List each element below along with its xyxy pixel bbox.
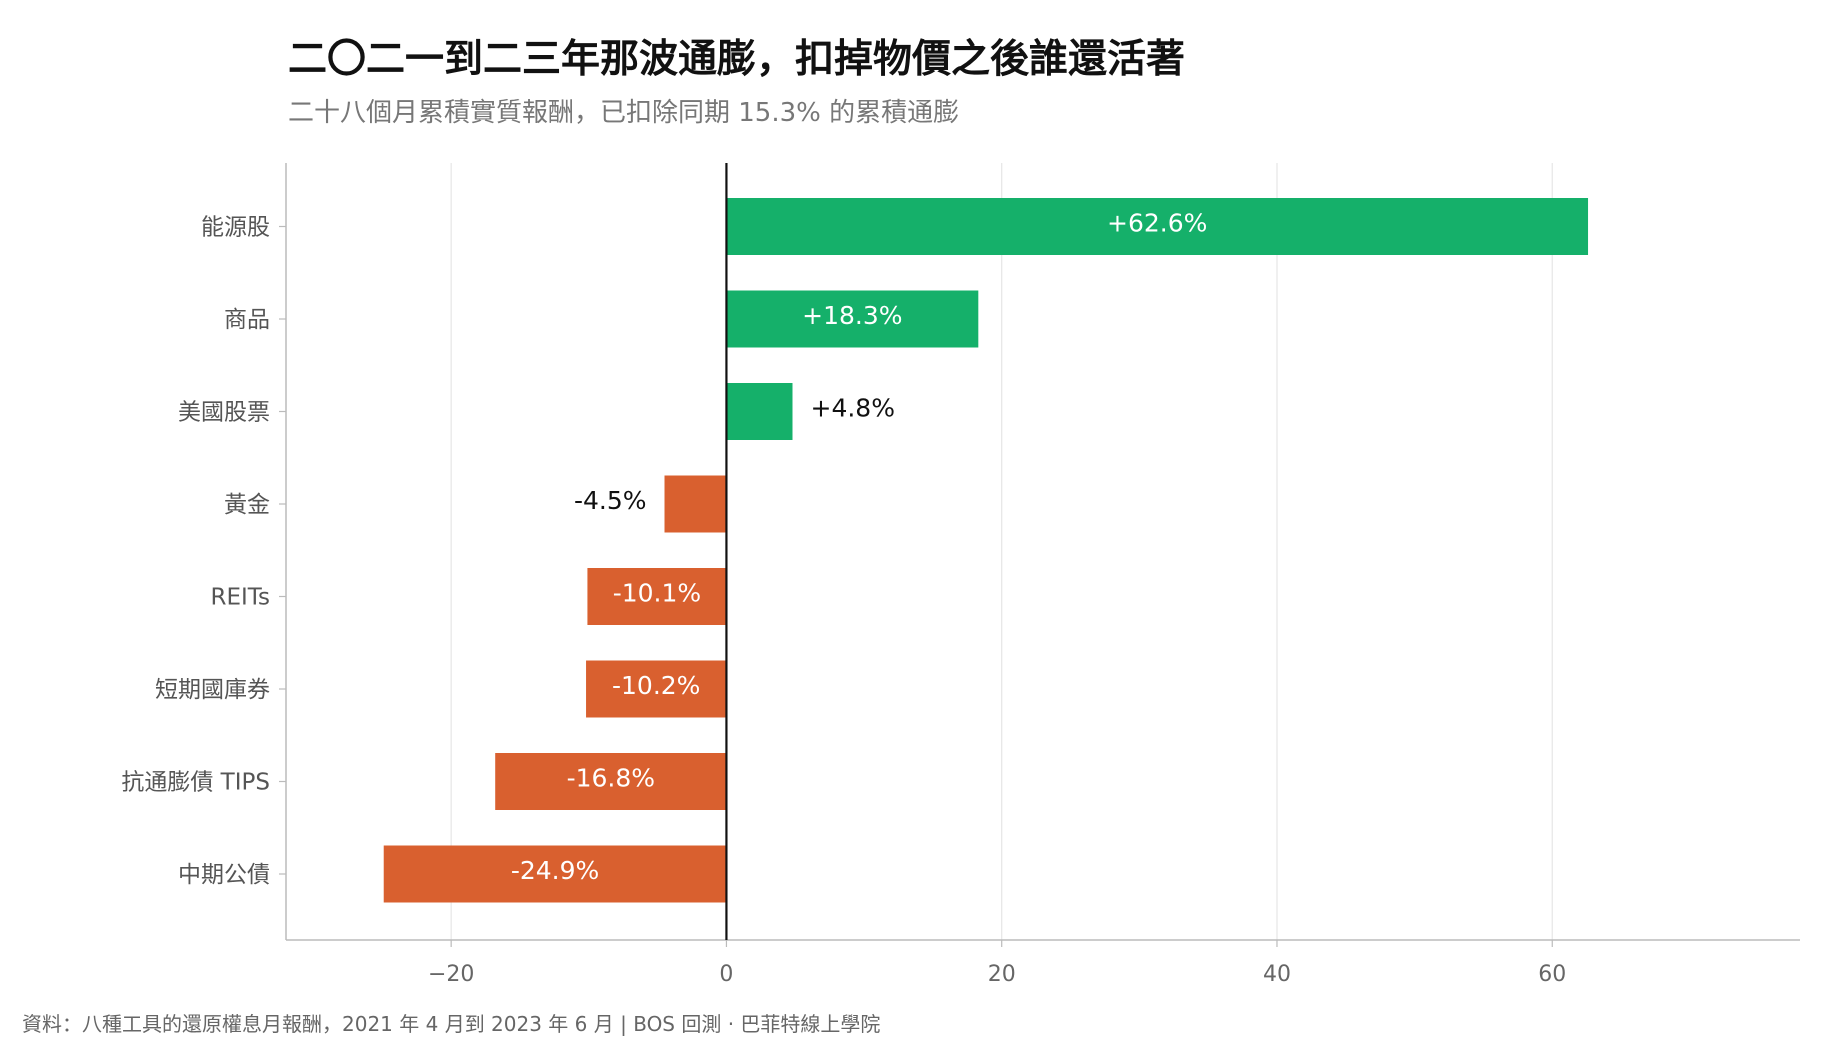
category-label: 抗通膨債 TIPS (121, 770, 270, 796)
value-label: -10.1% (613, 579, 701, 608)
category-label: 黃金 (224, 492, 270, 518)
x-tick-label: 60 (1538, 962, 1566, 987)
source-note: 資料：八種工具的還原權息月報酬，2021 年 4 月到 2023 年 6 月 |… (22, 1012, 881, 1036)
value-label: +18.3% (802, 301, 902, 330)
category-label: 中期公債 (178, 862, 270, 888)
value-label: -24.9% (511, 856, 599, 885)
chart-title: 二〇二一到二三年那波通膨，扣掉物價之後誰還活著 (288, 37, 1186, 82)
x-tick-label: −20 (428, 962, 474, 987)
bar-6 (586, 660, 727, 718)
axes: −20 0 20 40 60 (279, 163, 1800, 987)
x-tick-label: 20 (988, 962, 1016, 987)
bars (383, 198, 1589, 903)
category-label: 短期國庫券 (155, 677, 270, 703)
bar-7 (495, 753, 727, 810)
value-label: -10.2% (612, 671, 700, 700)
chart-subtitle: 二十八個月累積實質報酬，已扣除同期 15.3% 的累積通膨 (288, 98, 960, 128)
category-label: 商品 (224, 307, 270, 333)
value-label: -4.5% (574, 486, 647, 515)
bar-3 (726, 383, 793, 440)
x-tick-label: 0 (719, 962, 733, 987)
category-label: 能源股 (201, 215, 270, 241)
value-label: -16.8% (567, 764, 655, 793)
grid-lines (450, 163, 1553, 940)
labels: 能源股 +62.6% 商品 +18.3% 美國股票 +4.8% 黃金 -4.5% REITs -1… (121, 209, 1207, 889)
bar-4 (664, 475, 727, 533)
value-label: +62.6% (1107, 209, 1207, 238)
category-label: 美國股票 (178, 400, 270, 426)
category-label: REITs (210, 585, 270, 611)
value-label: +4.8% (811, 394, 895, 423)
bar-2 (726, 290, 979, 348)
x-tick-label: 40 (1263, 962, 1291, 987)
bar-1 (726, 198, 1589, 255)
bar-5 (587, 568, 727, 625)
bar-8 (383, 845, 727, 903)
